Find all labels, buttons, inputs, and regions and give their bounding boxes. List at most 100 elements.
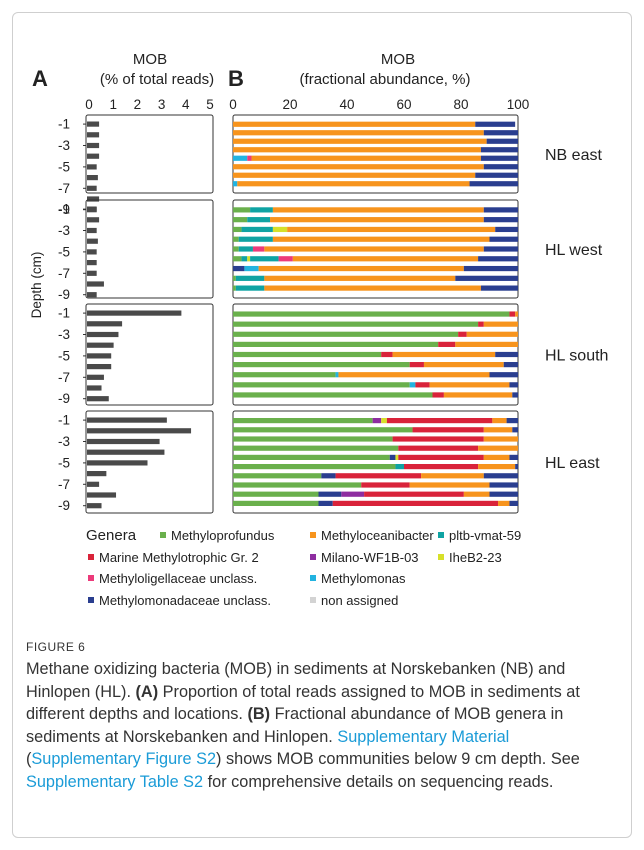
- panel-a-bar: [87, 331, 119, 338]
- panel-b-segment: [318, 500, 333, 506]
- panel-b-segment: [381, 351, 393, 358]
- panel-a-bar: [87, 142, 100, 149]
- panel-b-segment: [515, 311, 518, 317]
- panel-a-letter: A: [32, 66, 48, 91]
- panel-a-bar: [87, 417, 167, 423]
- panel-b-segment: [252, 246, 265, 252]
- panel-b-segment: [233, 217, 248, 223]
- caption-a-text: Proportion of total reads assigned to MO…: [26, 682, 580, 724]
- panel-a-x-tick: 5: [206, 97, 214, 112]
- legend-label: pltb-vmat-59: [449, 528, 521, 543]
- panel-a-bar: [87, 260, 97, 266]
- panel-b-segment: [475, 121, 516, 127]
- panel-b-segment: [478, 445, 518, 451]
- panel-b-segment: [483, 473, 518, 479]
- panel-b-segment: [233, 454, 390, 460]
- panel-b-segment: [233, 321, 479, 327]
- panel-b-segment: [483, 246, 518, 252]
- caption-b-text: Fractional abundance of MOB genera in se…: [26, 705, 564, 746]
- panel-b-segment: [478, 256, 518, 262]
- panel-b-segment: [409, 382, 416, 388]
- panel-a-bar: [87, 227, 97, 234]
- panel-b-segment: [386, 418, 493, 424]
- panel-b-segment: [463, 265, 518, 272]
- caption-b-tag: (B): [247, 705, 271, 724]
- panel-b-segment: [506, 418, 518, 424]
- panel-b-segment: [332, 500, 499, 506]
- panel-b-segment: [509, 311, 516, 317]
- panel-a-bar: [87, 438, 160, 445]
- panel-b-segment: [233, 341, 439, 347]
- panel-a-bar: [87, 471, 107, 477]
- panel-b-segment: [475, 172, 518, 178]
- panel-b-segment: [489, 482, 518, 488]
- panel-a-bar: [87, 281, 104, 287]
- depth-tick-label: -1: [58, 117, 70, 132]
- panel-b-segment: [233, 155, 248, 161]
- panel-b-letter: B: [228, 66, 244, 91]
- supplementary-material-link[interactable]: Supplementary Material: [337, 727, 510, 746]
- depth-tick-label: -1: [58, 202, 70, 217]
- panel-b-segment: [264, 275, 456, 281]
- legend-swatch: [88, 597, 94, 603]
- panel-b-segment: [233, 130, 484, 136]
- panel-b-segment: [233, 500, 319, 506]
- depth-tick-label: -9: [58, 498, 70, 513]
- panel-b-segment: [478, 321, 484, 327]
- panel-a-bar: [87, 153, 100, 159]
- depth-tick-label: -7: [58, 370, 70, 385]
- panel-b-segment: [233, 311, 510, 317]
- panel-b-frame: [232, 114, 519, 194]
- legend-swatch: [88, 554, 94, 560]
- caption-intro: Methane oxidizing bacteria (MOB) in sedi…: [26, 660, 566, 701]
- depth-tick-label: -3: [58, 223, 70, 238]
- panel-b-x-tick: 20: [282, 97, 297, 112]
- panel-a-bar: [87, 460, 148, 466]
- legend-swatch: [438, 554, 444, 560]
- panel-b-segment: [264, 246, 484, 252]
- location-label: HL west: [545, 242, 603, 259]
- supplementary-table-s2-link[interactable]: Supplementary Table S2: [26, 772, 204, 791]
- panel-b-segment: [483, 217, 518, 223]
- panel-b-segment: [318, 491, 342, 497]
- legend-label: Methylomonas: [321, 571, 406, 586]
- panel-a-frame: [85, 303, 214, 406]
- depth-tick-label: -1: [58, 306, 70, 321]
- panel-b-segment: [233, 351, 382, 358]
- panel-b-segment: [483, 427, 513, 433]
- panel-b-segment: [233, 246, 239, 252]
- panel-b-segment: [398, 445, 479, 451]
- panel-a-frame: [85, 199, 214, 299]
- legend-swatch: [310, 554, 316, 560]
- panel-b-segment: [233, 427, 413, 433]
- panel-b-segment: [233, 226, 242, 233]
- depth-tick-label: -9: [58, 391, 70, 406]
- panel-b-segment: [233, 491, 319, 497]
- panel-a-bar: [87, 164, 97, 170]
- panel-b-segment: [512, 427, 518, 433]
- panel-b-segment: [233, 436, 393, 442]
- legend-swatch: [438, 532, 444, 538]
- figure-6-chart: MOB (% of total reads) A MOB (fractional abu…: [29, 51, 608, 608]
- panel-b-segment: [486, 138, 518, 144]
- panel-b-segment: [233, 382, 410, 388]
- panel-b-segment: [495, 226, 518, 233]
- panel-a-x-tick: 0: [85, 97, 93, 112]
- panel-a-x-tick: 1: [109, 97, 117, 112]
- panel-a-bar: [87, 132, 100, 138]
- legend-swatch: [310, 597, 316, 603]
- panel-b-segment: [264, 285, 481, 291]
- supplementary-figure-s2-link[interactable]: Supplementary Figure S2: [31, 750, 217, 769]
- panel-a-bar: [87, 121, 100, 127]
- panel-b-segment: [233, 181, 238, 187]
- legend-swatch: [88, 575, 94, 581]
- panel-b-segment: [395, 464, 404, 470]
- panel-b-segment: [515, 464, 518, 470]
- legend-label: Milano-WF1B-03: [321, 550, 419, 565]
- panel-b-segment: [361, 482, 410, 488]
- panel-b-segment: [247, 256, 251, 262]
- panel-a-bar: [87, 238, 98, 244]
- panel-b-segment: [409, 482, 490, 488]
- panel-b-segment: [483, 207, 518, 213]
- panel-b-segment: [233, 147, 481, 153]
